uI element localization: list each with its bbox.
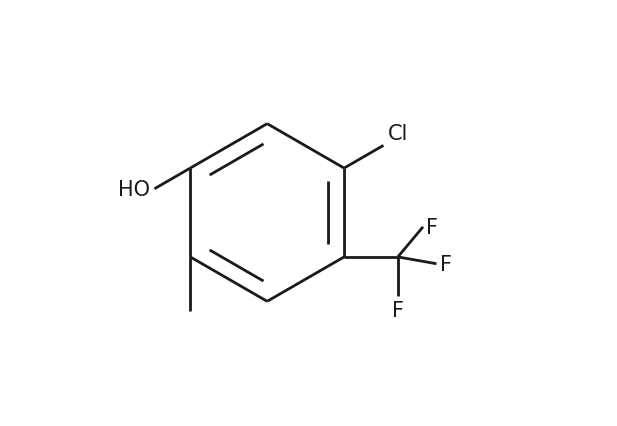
Text: F: F bbox=[426, 217, 438, 237]
Text: F: F bbox=[392, 301, 404, 320]
Text: HO: HO bbox=[117, 179, 149, 199]
Text: Cl: Cl bbox=[387, 124, 408, 144]
Text: F: F bbox=[440, 254, 452, 274]
